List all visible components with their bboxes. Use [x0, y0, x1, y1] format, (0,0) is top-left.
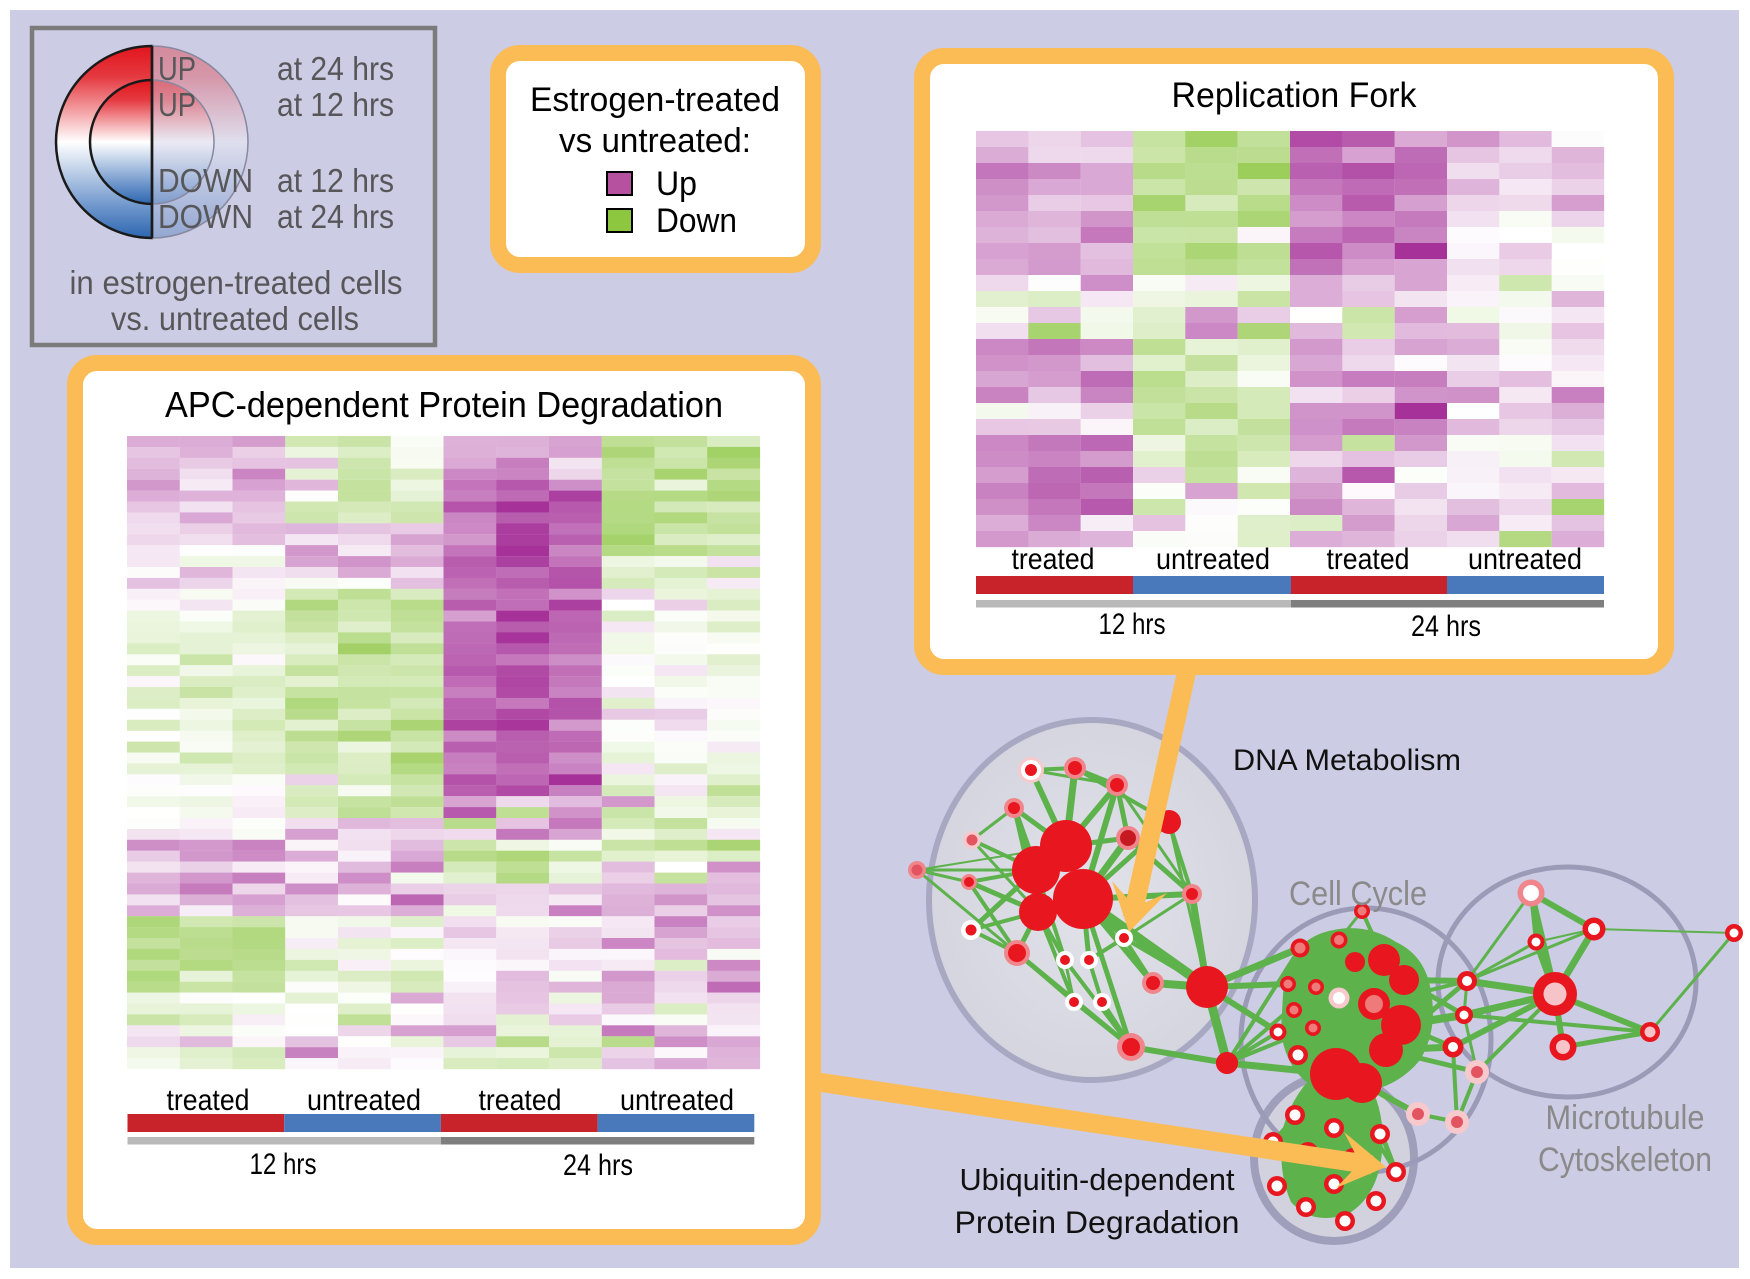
- svg-text:12 hrs: 12 hrs: [250, 1148, 317, 1181]
- svg-text:at 24 hrs: at 24 hrs: [277, 198, 394, 235]
- svg-text:untreated: untreated: [1468, 543, 1582, 576]
- svg-text:at 24 hrs: at 24 hrs: [277, 50, 394, 87]
- svg-text:untreated: untreated: [1156, 543, 1270, 576]
- svg-text:DOWN: DOWN: [158, 162, 253, 199]
- svg-text:Replication Fork: Replication Fork: [1172, 75, 1417, 115]
- svg-text:24 hrs: 24 hrs: [563, 1149, 633, 1182]
- svg-text:DOWN: DOWN: [158, 198, 253, 235]
- svg-text:treated: treated: [479, 1084, 562, 1117]
- svg-text:UP: UP: [158, 50, 196, 87]
- svg-text:DNA Metabolism: DNA Metabolism: [1233, 744, 1461, 777]
- svg-text:at 12 hrs: at 12 hrs: [277, 162, 394, 199]
- svg-text:vs. untreated cells: vs. untreated cells: [111, 300, 359, 337]
- svg-text:24 hrs: 24 hrs: [1411, 610, 1481, 643]
- svg-text:Microtubule: Microtubule: [1546, 1099, 1705, 1137]
- svg-text:Protein Degradation: Protein Degradation: [955, 1204, 1240, 1240]
- svg-text:Cytoskeleton: Cytoskeleton: [1538, 1141, 1712, 1179]
- svg-text:in estrogen-treated cells: in estrogen-treated cells: [70, 264, 403, 301]
- svg-text:Up: Up: [656, 165, 697, 203]
- svg-text:at 12 hrs: at 12 hrs: [277, 86, 394, 123]
- svg-text:untreated: untreated: [620, 1084, 734, 1117]
- svg-text:treated: treated: [1012, 543, 1095, 576]
- svg-text:Cell Cycle: Cell Cycle: [1289, 875, 1427, 913]
- svg-text:treated: treated: [167, 1084, 250, 1117]
- svg-text:untreated: untreated: [307, 1084, 421, 1117]
- svg-text:Ubiquitin-dependent: Ubiquitin-dependent: [960, 1162, 1235, 1197]
- svg-text:UP: UP: [158, 86, 196, 123]
- svg-text:vs untreated:: vs untreated:: [559, 122, 751, 160]
- svg-text:treated: treated: [1327, 543, 1410, 576]
- svg-text:Estrogen-treated: Estrogen-treated: [530, 81, 780, 119]
- svg-text:12 hrs: 12 hrs: [1099, 608, 1166, 641]
- svg-text:APC-dependent Protein Degradat: APC-dependent Protein Degradation: [165, 384, 723, 425]
- svg-text:Down: Down: [656, 202, 737, 240]
